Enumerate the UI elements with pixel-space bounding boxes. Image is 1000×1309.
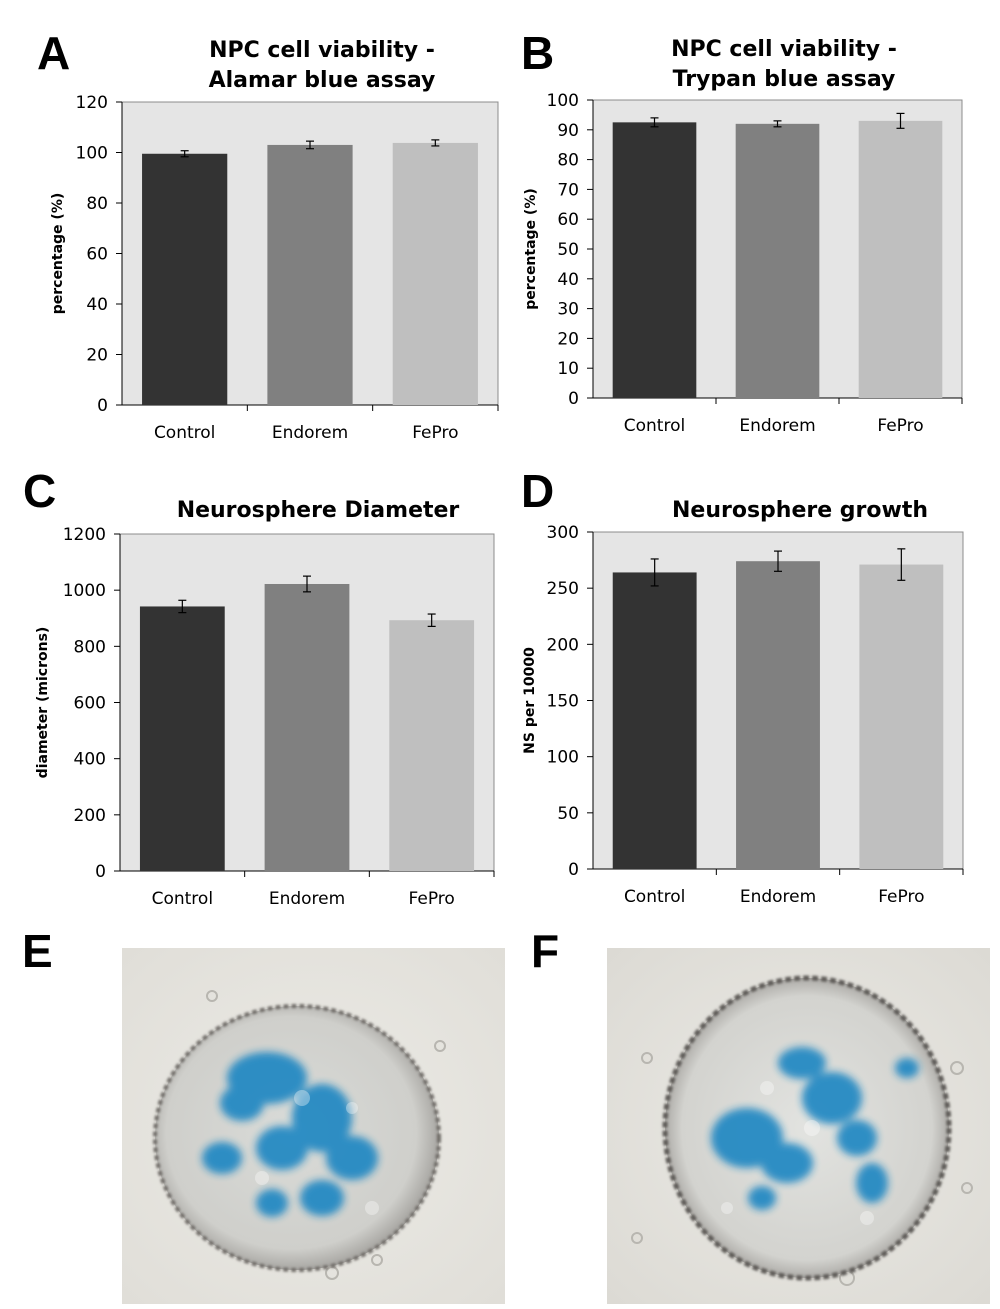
chart-diameter-category-label: Endorem [269, 889, 345, 909]
chart-alamar-bar-fepro [392, 142, 478, 405]
chart-alamar-bar-endorem [267, 144, 353, 406]
chart-growth-ytick-label: 100 [547, 748, 579, 768]
chart-alamar-ytick-label: 40 [86, 295, 108, 315]
chart-alamar-ytick-label: 100 [76, 144, 108, 164]
panel-letter-e: E [22, 925, 53, 977]
chart-alamar-y-axis-label: percentage (%) [50, 193, 66, 315]
chart-trypan-ytick-label: 60 [557, 210, 579, 230]
chart-diameter-ytick-label: 1000 [63, 581, 106, 601]
chart-trypan-ytick-label: 100 [547, 91, 579, 111]
chart-alamar-ytick-label: 20 [86, 346, 108, 366]
chart-trypan-category-label: Endorem [739, 416, 815, 436]
chart-trypan-ytick-label: 50 [557, 240, 579, 260]
chart-growth-bar-endorem [736, 561, 820, 869]
chart-diameter-ytick-label: 1200 [63, 525, 106, 545]
panel-letter-d: D [521, 465, 555, 517]
chart-trypan-ytick-label: 30 [557, 300, 579, 320]
chart-diameter-title-line-0: Neurosphere Diameter [177, 498, 460, 523]
chart-alamar-title-line-0: NPC cell viability - [209, 38, 435, 63]
panel-letter-c: C [23, 465, 57, 517]
chart-trypan-ytick-label: 40 [557, 270, 579, 290]
chart-alamar-ytick-label: 60 [86, 245, 108, 265]
chart-trypan-ytick-label: 10 [557, 359, 579, 379]
neurosphere-image-e [122, 948, 505, 1304]
chart-diameter-ytick-label: 0 [95, 862, 106, 882]
chart-diameter-category-label: FePro [409, 889, 455, 909]
panel-letter-b: B [521, 27, 555, 79]
chart-alamar-ytick-label: 120 [76, 93, 108, 113]
chart-growth-ytick-label: 150 [547, 692, 579, 712]
chart-growth-y-axis-label: NS per 10000 [522, 647, 538, 754]
chart-trypan-y-axis-label: percentage (%) [523, 188, 539, 310]
chart-trypan-title-line-0: NPC cell viability - [671, 37, 897, 62]
chart-alamar-category-label: Control [154, 423, 215, 443]
chart-growth-ytick-label: 250 [547, 579, 579, 599]
chart-growth-ytick-label: 50 [557, 804, 579, 824]
chart-diameter-category-label: Control [152, 889, 213, 909]
chart-alamar-ytick-label: 80 [86, 194, 108, 214]
chart-trypan-title-line-1: Trypan blue assay [673, 67, 896, 92]
chart-trypan-category-label: Control [624, 416, 685, 436]
chart-alamar-category-label: FePro [412, 423, 458, 443]
chart-diameter-bar-control [139, 606, 225, 871]
chart-trypan-category-label: FePro [877, 416, 923, 436]
chart-trypan-bar-fepro [858, 120, 943, 399]
chart-diameter-y-axis-label: diameter (microns) [35, 627, 51, 779]
panel-letter-a: A [37, 27, 71, 79]
chart-diameter-ytick-label: 200 [74, 806, 106, 826]
chart-growth-category-label: Control [624, 887, 685, 907]
chart-alamar-ytick-label: 0 [97, 396, 108, 416]
chart-trypan-ytick-label: 90 [557, 121, 579, 141]
chart-trypan-bar-endorem [735, 123, 820, 398]
neurosphere-image-f [607, 948, 990, 1304]
chart-diameter-ytick-label: 800 [74, 637, 106, 657]
chart-trypan-ytick-label: 0 [568, 389, 579, 409]
chart-growth-ytick-label: 200 [547, 635, 579, 655]
chart-alamar-title-line-1: Alamar blue assay [209, 68, 436, 93]
chart-alamar-bar-control [142, 153, 228, 405]
neurosphere-photo-f [607, 948, 990, 1304]
chart-growth-category-label: FePro [878, 887, 924, 907]
chart-trypan-ytick-label: 80 [557, 151, 579, 171]
chart-trypan-ytick-label: 20 [557, 329, 579, 349]
chart-growth-ytick-label: 0 [568, 860, 579, 880]
chart-growth-ytick-label: 300 [547, 523, 579, 543]
neurosphere-photo-e [122, 948, 505, 1304]
panel-letter-f: F [531, 925, 560, 977]
chart-diameter-bar-fepro [389, 620, 475, 871]
chart-growth-category-label: Endorem [740, 887, 816, 907]
chart-diameter-bar-endorem [264, 583, 350, 871]
chart-trypan-ytick-label: 70 [557, 180, 579, 200]
chart-growth-bar-control [612, 572, 697, 869]
chart-growth-title-line-0: Neurosphere growth [672, 498, 928, 523]
chart-diameter-ytick-label: 600 [74, 694, 106, 714]
chart-alamar-category-label: Endorem [272, 423, 348, 443]
chart-diameter-ytick-label: 400 [74, 750, 106, 770]
chart-trypan-bar-control [612, 122, 697, 398]
chart-growth-bar-fepro [859, 564, 944, 869]
